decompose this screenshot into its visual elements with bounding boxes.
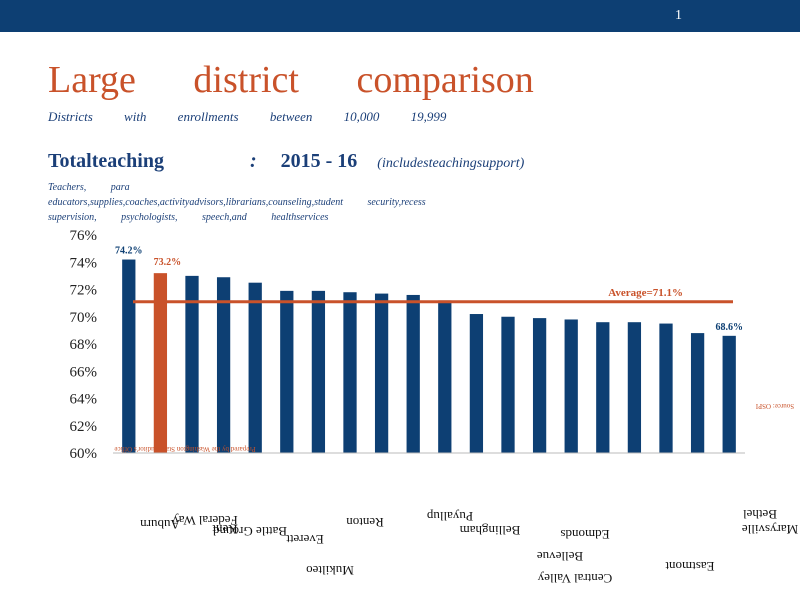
y-tick-label: 66% — [70, 364, 98, 380]
slide-number: 1 — [675, 8, 682, 23]
bar — [469, 314, 484, 453]
bar — [374, 293, 389, 453]
bar — [501, 316, 515, 453]
bar — [406, 294, 420, 453]
top-banner: 1 — [0, 0, 800, 32]
x-category-label: Kent — [212, 522, 238, 537]
y-tick-label: 68% — [70, 337, 98, 353]
average-label: Average=71.1% — [608, 287, 683, 299]
footnote-left: Prepared by the Washington State Auditor… — [114, 445, 255, 453]
heading-main: Totalteaching — [48, 150, 164, 172]
bar — [627, 322, 642, 453]
chart-description: Teachers, para educators,supplies,coache… — [48, 182, 426, 223]
bar — [185, 275, 199, 453]
bar — [280, 290, 294, 453]
bar-highlighted — [153, 273, 168, 453]
y-tick-label: 74% — [70, 255, 98, 271]
page-subtitle: Districts with enrollments between 10,00… — [48, 109, 447, 124]
x-category-label: Battle Ground — [212, 524, 287, 539]
x-category-label: Central Valley — [537, 571, 612, 586]
bar — [248, 282, 262, 453]
x-category-label: Marysville — [742, 522, 799, 537]
heading-year: 2015 - 16 — [280, 150, 358, 172]
bar — [311, 290, 326, 453]
data-label: 73.2% — [154, 257, 182, 268]
chart-heading: Totalteaching : 2015 - 16 (includesteach… — [48, 150, 524, 173]
bar — [564, 319, 578, 453]
bar — [216, 277, 231, 453]
bar — [659, 323, 673, 453]
y-tick-label: 60% — [70, 446, 98, 462]
x-category-label: Bethel — [743, 507, 777, 522]
page-title: Large district comparison — [48, 59, 534, 101]
data-label: 74.2% — [115, 246, 143, 257]
y-tick-label: 72% — [70, 283, 98, 299]
bar — [690, 333, 705, 453]
bar — [438, 300, 452, 453]
footnote-right: Source: OSPI — [755, 402, 794, 410]
bar — [532, 318, 547, 453]
x-category-label: Federal Way — [172, 513, 238, 528]
bar — [122, 259, 136, 453]
x-category-label: Eastmont — [665, 559, 714, 574]
bar — [343, 292, 357, 453]
x-category-label: Bellevue — [537, 549, 583, 564]
bar — [722, 335, 736, 453]
bar — [596, 322, 610, 453]
data-label: 68.6% — [715, 322, 743, 333]
y-tick-label: 62% — [70, 419, 98, 435]
heading-separator: : — [249, 150, 257, 172]
heading-note: (includesteachingsupport) — [377, 156, 525, 171]
x-category-label: Renton — [346, 515, 384, 530]
x-category-label: Edmonds — [560, 527, 609, 542]
x-category-label: Puyallup — [427, 509, 473, 524]
y-tick-label: 76% — [70, 228, 98, 244]
x-category-label: Everett — [286, 532, 324, 547]
x-category-label: Mukilteo — [306, 563, 354, 578]
y-tick-label: 70% — [70, 310, 98, 326]
x-category-label: Bellingham — [460, 523, 521, 538]
y-tick-label: 64% — [70, 392, 98, 408]
x-category-label: Auburn — [140, 517, 180, 532]
